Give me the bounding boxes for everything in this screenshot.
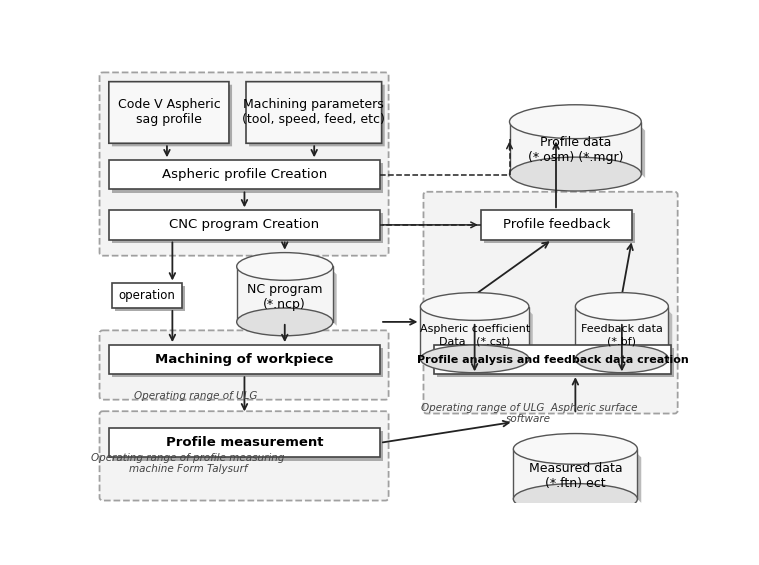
FancyBboxPatch shape [484,214,635,242]
FancyBboxPatch shape [109,82,229,144]
Ellipse shape [513,433,638,464]
Ellipse shape [237,308,332,336]
Text: Machining parameters
(tool, speed, feed, etc): Machining parameters (tool, speed, feed,… [242,98,386,127]
Text: CNC program Creation: CNC program Creation [169,219,320,232]
FancyBboxPatch shape [249,85,385,146]
FancyBboxPatch shape [246,82,382,144]
Text: Profile measurement: Profile measurement [165,436,323,449]
Polygon shape [529,311,533,363]
FancyBboxPatch shape [437,348,674,377]
FancyBboxPatch shape [112,214,383,242]
FancyBboxPatch shape [99,331,389,399]
Text: Operating range of ULG  Aspheric surface
software: Operating range of ULG Aspheric surface … [420,403,637,424]
Text: Machining of workpiece: Machining of workpiece [156,353,334,366]
Ellipse shape [513,484,638,514]
Text: Profile analysis and feedback data creation: Profile analysis and feedback data creat… [417,355,688,364]
FancyBboxPatch shape [115,286,184,311]
Ellipse shape [420,345,529,373]
Text: operation: operation [118,289,175,302]
Ellipse shape [575,345,669,373]
Text: Aspheric profile Creation: Aspheric profile Creation [162,168,327,181]
Polygon shape [669,311,672,363]
FancyBboxPatch shape [112,163,383,193]
Text: Profile feedback: Profile feedback [502,219,610,232]
Text: Feedback data
(*.bf): Feedback data (*.bf) [581,324,663,346]
FancyBboxPatch shape [112,348,383,377]
Ellipse shape [420,293,529,320]
FancyBboxPatch shape [112,284,181,308]
FancyBboxPatch shape [480,210,632,240]
Polygon shape [332,271,337,326]
FancyBboxPatch shape [424,192,678,414]
Ellipse shape [509,105,641,138]
FancyBboxPatch shape [109,210,380,240]
Text: Profile data
(*.osm) (*.mgr): Profile data (*.osm) (*.mgr) [528,137,623,164]
FancyBboxPatch shape [112,431,383,460]
FancyBboxPatch shape [112,85,232,146]
Polygon shape [420,306,529,359]
FancyBboxPatch shape [109,345,380,374]
Text: Operating range of ULG: Operating range of ULG [134,391,257,401]
Polygon shape [638,454,641,503]
Ellipse shape [509,157,641,191]
FancyBboxPatch shape [109,428,380,458]
FancyBboxPatch shape [99,72,389,256]
FancyBboxPatch shape [434,345,671,374]
Text: Operating range of profile measuring
machine Form Talysurf: Operating range of profile measuring mac… [91,453,285,475]
Text: Measured data
(*.ftn) ect: Measured data (*.ftn) ect [528,463,622,490]
Polygon shape [237,267,332,322]
Text: Code V Aspheric
sag profile: Code V Aspheric sag profile [118,98,220,127]
Ellipse shape [575,293,669,320]
Polygon shape [509,121,641,174]
Polygon shape [575,306,669,359]
Polygon shape [513,449,638,499]
Text: Aspheric coefficient
Data   (*.cst): Aspheric coefficient Data (*.cst) [420,324,530,346]
Polygon shape [641,127,645,178]
FancyBboxPatch shape [109,160,380,189]
Ellipse shape [237,253,332,280]
Text: NC program
(*.ncp): NC program (*.ncp) [247,283,323,311]
FancyBboxPatch shape [99,411,389,501]
